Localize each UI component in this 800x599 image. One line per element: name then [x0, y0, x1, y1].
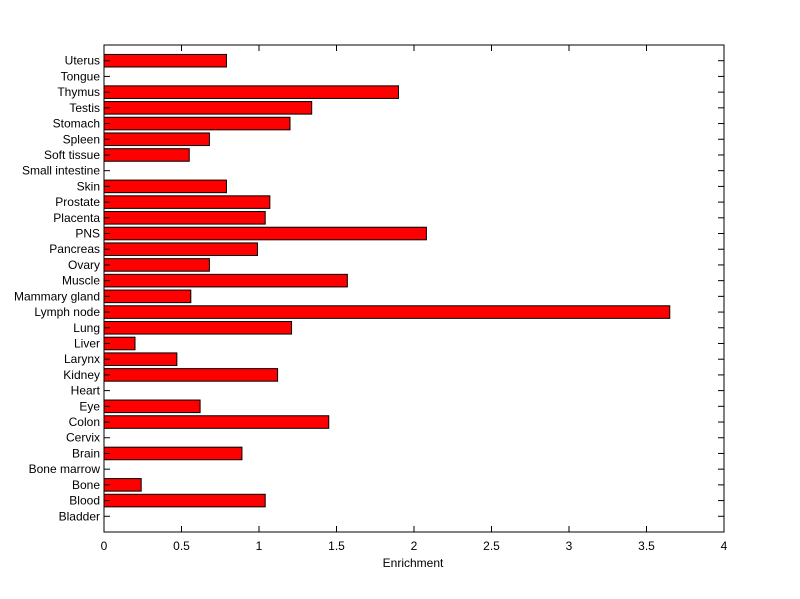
y-tick-label-heart: Heart [71, 384, 101, 398]
bar-larynx [103, 352, 178, 366]
y-tick-label-stomach: Stomach [53, 117, 100, 131]
y-tick-label-kidney: Kidney [63, 368, 100, 382]
bar-colon [103, 415, 330, 429]
bar-lung [103, 320, 293, 335]
y-tick-label-small-intestine: Small intestine [22, 164, 100, 178]
y-tick-label-ovary: Ovary [68, 258, 100, 272]
plot-frame [103, 44, 725, 533]
x-tick-label: 0 [101, 539, 108, 553]
y-tick-label-testis: Testis [69, 101, 100, 115]
bar-skin [103, 179, 227, 194]
bar-ovary [103, 258, 210, 272]
bar-soft-tissue [103, 148, 190, 162]
bar-uterus [103, 53, 227, 68]
x-tick-label: 1.5 [328, 539, 345, 553]
y-tick-label-soft-tissue: Soft tissue [44, 148, 100, 162]
bar-spleen [103, 132, 210, 147]
y-tick-label-blood: Blood [69, 494, 100, 508]
x-tick-label: 0.5 [173, 539, 190, 553]
y-tick-label-bladder: Bladder [59, 509, 100, 523]
bar-brain [103, 446, 243, 461]
y-tick-label-larynx: Larynx [64, 352, 100, 366]
bar-thymus [103, 85, 399, 99]
y-tick-label-tongue: Tongue [61, 69, 101, 83]
y-tick-label-cervix: Cervix [66, 431, 100, 445]
bar-pns [103, 226, 427, 241]
bar-prostate [103, 195, 271, 209]
y-tick-label-placenta: Placenta [53, 211, 100, 225]
bar-muscle [103, 273, 348, 288]
bar-kidney [103, 368, 279, 382]
bar-stomach [103, 116, 291, 131]
bar-placenta [103, 211, 266, 225]
y-tick-label-colon: Colon [69, 415, 100, 429]
y-tick-label-uterus: Uterus [65, 54, 100, 68]
y-tick-label-lung: Lung [73, 321, 100, 335]
x-tick-label: 4 [721, 539, 728, 553]
y-tick-label-eye: Eye [79, 399, 100, 413]
y-tick-label-brain: Brain [72, 446, 100, 460]
y-tick-label-prostate: Prostate [55, 195, 100, 209]
y-tick-label-liver: Liver [74, 336, 100, 350]
y-tick-label-thymus: Thymus [57, 85, 100, 99]
x-tick-label: 2 [411, 539, 418, 553]
bar-blood [103, 493, 266, 508]
y-tick-label-bone: Bone [72, 478, 100, 492]
x-tick-label: 2.5 [483, 539, 500, 553]
bar-mammary-gland [103, 289, 192, 304]
y-tick-label-mammary-gland: Mammary gland [14, 289, 100, 303]
y-tick-label-bone-marrow: Bone marrow [29, 462, 101, 476]
y-tick-label-pancreas: Pancreas [49, 242, 100, 256]
x-axis-label: Enrichment [383, 556, 444, 570]
y-tick-label-muscle: Muscle [62, 274, 100, 288]
y-tick-label-lymph-node: Lymph node [34, 305, 100, 319]
ticks-group [103, 45, 725, 532]
y-tick-label-pns: PNS [75, 227, 100, 241]
bar-lymph-node [103, 305, 671, 319]
bar-eye [103, 399, 201, 414]
y-tick-label-spleen: Spleen [63, 132, 100, 146]
y-tick-label-skin: Skin [77, 179, 100, 193]
x-tick-label: 3.5 [638, 539, 655, 553]
bar-pancreas [103, 242, 258, 257]
bar-testis [103, 101, 313, 115]
x-tick-label: 3 [566, 539, 573, 553]
x-tick-label: 1 [256, 539, 263, 553]
